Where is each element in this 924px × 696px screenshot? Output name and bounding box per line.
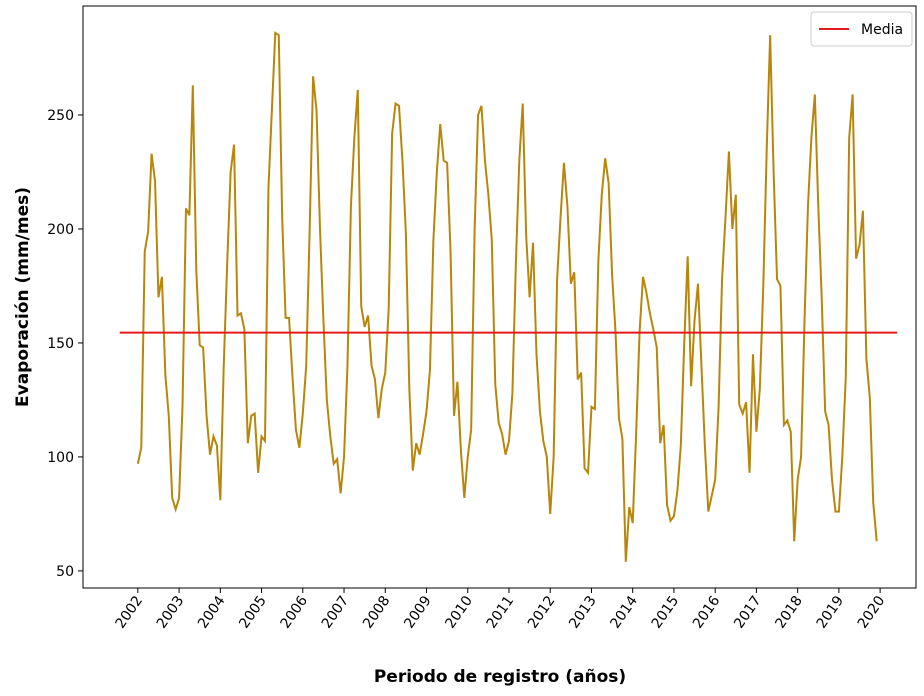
- x-tick-label: 2007: [319, 593, 353, 631]
- series-line: [136, 31, 878, 562]
- x-tick-label: 2015: [649, 593, 683, 631]
- plot-frame: [82, 5, 917, 589]
- x-axis-label: Periodo de registro (años): [374, 667, 626, 687]
- x-tick-label: 2018: [772, 593, 806, 631]
- x-tick-label: 2009: [401, 593, 435, 631]
- x-tick-label: 2012: [525, 593, 559, 631]
- x-tick-label: 2004: [195, 593, 229, 631]
- x-tick-label: 2014: [607, 593, 641, 631]
- y-tick-label: 100: [47, 450, 74, 466]
- x-tick-label: 2003: [154, 593, 188, 631]
- x-tick-label: 2002: [113, 593, 147, 631]
- x-tick-label: 2010: [442, 593, 476, 631]
- legend-label: Media: [861, 22, 903, 38]
- y-tick-label: 50: [56, 564, 74, 580]
- x-tick-label: 2019: [814, 593, 848, 631]
- x-tick-label: 2008: [360, 593, 394, 631]
- x-tick-label: 2011: [484, 593, 518, 631]
- x-tick-label: 2005: [236, 593, 270, 631]
- y-tick-label: 200: [47, 222, 74, 238]
- x-tick-label: 2017: [731, 593, 765, 631]
- y-tick-label: 250: [47, 108, 74, 124]
- x-tick-label: 2006: [278, 593, 312, 631]
- y-tick-label: 150: [47, 336, 74, 352]
- y-axis-label: Evaporación (mm/mes): [13, 187, 33, 407]
- x-tick-label: 2016: [690, 593, 724, 631]
- x-tick-label: 2020: [855, 593, 889, 631]
- x-tick-label: 2013: [566, 593, 600, 631]
- legend-box: [810, 11, 913, 47]
